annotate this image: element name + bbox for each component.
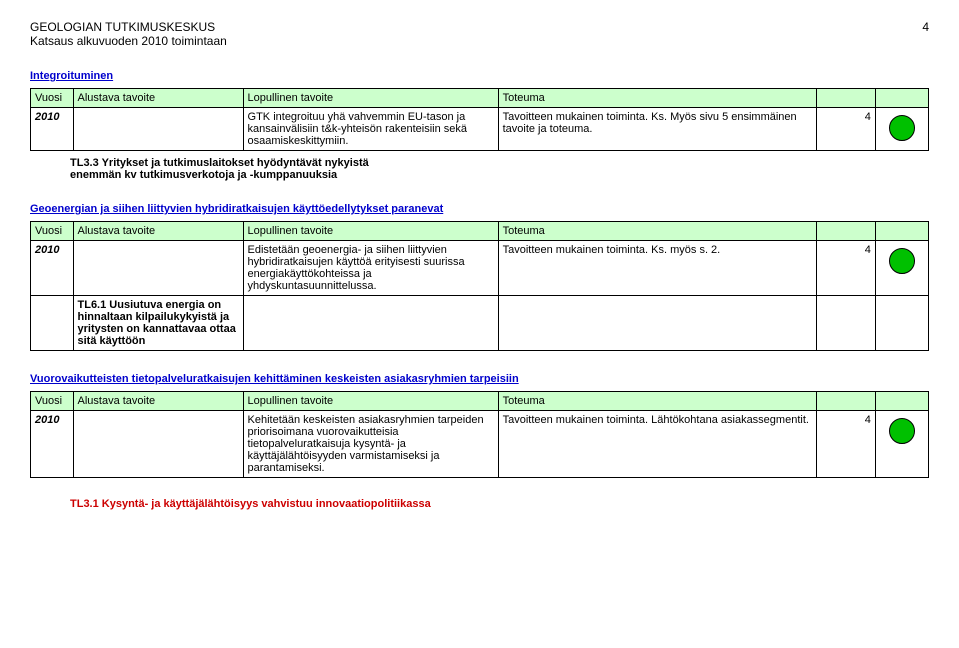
footer-note: TL3.1 Kysyntä- ja käyttäjälähtöisyys vah… (70, 498, 929, 510)
table-row: 2010 Kehitetään keskeisten asiakasryhmie… (31, 411, 929, 478)
cell-pre (73, 241, 243, 296)
col-pre: Alustava tavoite (73, 392, 243, 411)
table-header-row: Vuosi Alustava tavoite Lopullinen tavoit… (31, 392, 929, 411)
table-row: 2010 Edistetään geoenergia- ja siihen li… (31, 241, 929, 296)
section-note: TL3.3 Yritykset ja tutkimuslaitokset hyö… (70, 157, 390, 181)
cell-final: Kehitetään keskeisten asiakasryhmien tar… (243, 411, 498, 478)
col-pre: Alustava tavoite (73, 222, 243, 241)
col-outcome: Toteuma (498, 222, 817, 241)
col-pre: Alustava tavoite (73, 89, 243, 108)
col-score (817, 392, 875, 411)
col-circle (875, 392, 928, 411)
cell-status (875, 411, 928, 478)
col-score (817, 222, 875, 241)
cell-empty (31, 296, 74, 351)
table-note-row: TL6.1 Uusiutuva energia on hinnaltaan ki… (31, 296, 929, 351)
cell-pre (73, 411, 243, 478)
col-year: Vuosi (31, 89, 74, 108)
cell-score: 4 (817, 411, 875, 478)
cell-empty (243, 296, 498, 351)
col-final: Lopullinen tavoite (243, 222, 498, 241)
col-year: Vuosi (31, 222, 74, 241)
cell-final: Edistetään geoenergia- ja siihen liittyv… (243, 241, 498, 296)
cell-outcome: Tavoitteen mukainen toiminta. Ks. Myös s… (498, 108, 817, 151)
page-header: GEOLOGIAN TUTKIMUSKESKUS Katsaus alkuvuo… (30, 20, 929, 48)
section-title: Integroituminen (30, 70, 929, 82)
status-circle-icon (889, 248, 915, 274)
col-final: Lopullinen tavoite (243, 89, 498, 108)
org-subtitle: Katsaus alkuvuoden 2010 toimintaan (30, 34, 227, 48)
table-header-row: Vuosi Alustava tavoite Lopullinen tavoit… (31, 222, 929, 241)
cell-outcome: Tavoitteen mukainen toiminta. Ks. myös s… (498, 241, 817, 296)
cell-status (875, 108, 928, 151)
goal-table: Vuosi Alustava tavoite Lopullinen tavoit… (30, 391, 929, 478)
cell-year: 2010 (31, 108, 74, 151)
col-circle (875, 222, 928, 241)
col-circle (875, 89, 928, 108)
table-row: 2010 GTK integroituu yhä vahvemmin EU-ta… (31, 108, 929, 151)
cell-year: 2010 (31, 241, 74, 296)
cell-pre (73, 108, 243, 151)
col-outcome: Toteuma (498, 89, 817, 108)
cell-empty (498, 296, 817, 351)
cell-score: 4 (817, 241, 875, 296)
section-title: Vuorovaikutteisten tietopalveluratkaisuj… (30, 373, 929, 385)
col-final: Lopullinen tavoite (243, 392, 498, 411)
col-year: Vuosi (31, 392, 74, 411)
col-outcome: Toteuma (498, 392, 817, 411)
cell-inline-note: TL6.1 Uusiutuva energia on hinnaltaan ki… (73, 296, 243, 351)
cell-empty (817, 296, 875, 351)
section-title: Geoenergian ja siihen liittyvien hybridi… (30, 203, 929, 215)
cell-score: 4 (817, 108, 875, 151)
inline-note-text: TL6.1 Uusiutuva energia on hinnaltaan ki… (78, 299, 239, 347)
cell-status (875, 241, 928, 296)
goal-table: Vuosi Alustava tavoite Lopullinen tavoit… (30, 221, 929, 351)
status-circle-icon (889, 418, 915, 444)
status-circle-icon (889, 115, 915, 141)
page-number: 4 (922, 20, 929, 34)
cell-final: GTK integroituu yhä vahvemmin EU-tason j… (243, 108, 498, 151)
org-name: GEOLOGIAN TUTKIMUSKESKUS (30, 20, 227, 34)
col-score (817, 89, 875, 108)
cell-outcome: Tavoitteen mukainen toiminta. Lähtökohta… (498, 411, 817, 478)
cell-empty (875, 296, 928, 351)
org-block: GEOLOGIAN TUTKIMUSKESKUS Katsaus alkuvuo… (30, 20, 227, 48)
goal-table: Vuosi Alustava tavoite Lopullinen tavoit… (30, 88, 929, 151)
cell-year: 2010 (31, 411, 74, 478)
table-header-row: Vuosi Alustava tavoite Lopullinen tavoit… (31, 89, 929, 108)
